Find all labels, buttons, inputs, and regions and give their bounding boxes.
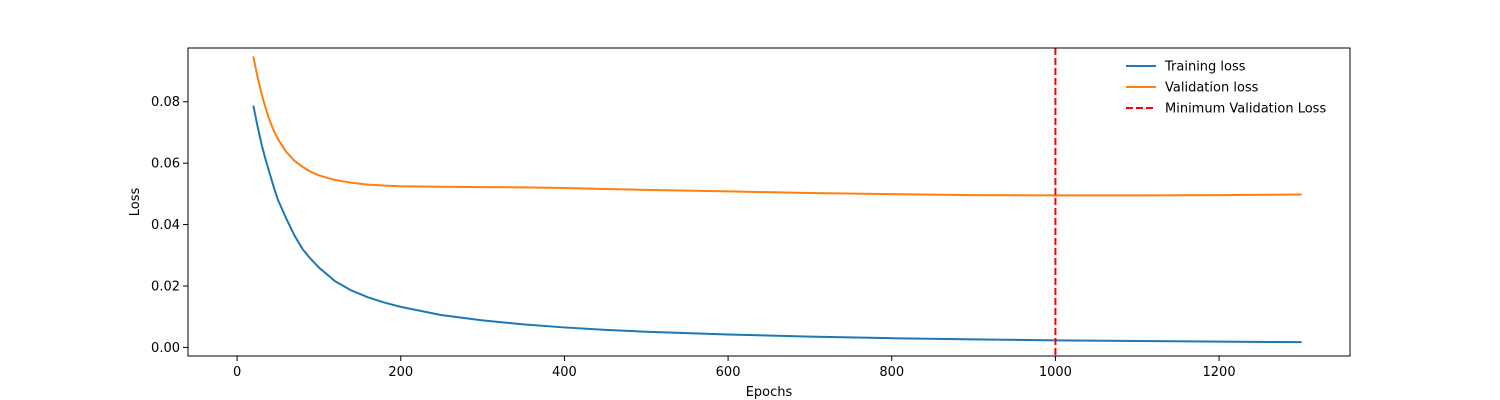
- y-tick-label: 0.02: [151, 279, 180, 294]
- legend: Training loss Validation loss Minimum Vali…: [1126, 60, 1326, 117]
- series-line-training-loss: [252, 105, 1302, 344]
- x-axis: 0 200 400 600 800 1000 1200: [233, 356, 1236, 380]
- series-line-validation-loss: [252, 56, 1302, 197]
- y-tick-label: 0.08: [151, 95, 180, 110]
- x-tick-label: 0: [233, 365, 241, 380]
- y-tick-label: 0.00: [151, 341, 180, 356]
- y-tick-label: 0.06: [151, 157, 180, 172]
- y-tick-label: 0.04: [151, 218, 180, 233]
- x-tick-label: 1200: [1203, 365, 1236, 380]
- legend-label: Training loss: [1164, 60, 1246, 75]
- plot-frame: [187, 47, 1351, 357]
- x-axis-label: Epochs: [746, 385, 793, 400]
- x-tick-label: 600: [716, 365, 741, 380]
- legend-label: Validation loss: [1165, 81, 1259, 96]
- series-layer: [252, 48, 1302, 356]
- y-axis-label: Loss: [128, 188, 143, 217]
- y-axis: 0.00 0.02 0.04 0.06 0.08: [151, 95, 188, 356]
- legend-label: Minimum Validation Loss: [1165, 102, 1326, 117]
- x-tick-label: 400: [552, 365, 577, 380]
- x-tick-label: 800: [879, 365, 904, 380]
- x-tick-label: 200: [388, 365, 413, 380]
- x-tick-label: 1000: [1039, 365, 1072, 380]
